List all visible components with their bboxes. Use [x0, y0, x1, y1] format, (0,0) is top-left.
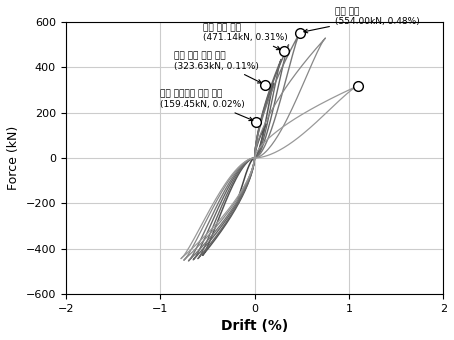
Text: 기둥 전면 균열 발생
(323.63kN, 0.11%): 기둥 전면 균열 발생 (323.63kN, 0.11%) — [174, 51, 262, 83]
Text: 복제 슬라이딩 균열 발생
(159.45kN, 0.02%): 복제 슬라이딩 균열 발생 (159.45kN, 0.02%) — [160, 90, 253, 121]
X-axis label: Drift (%): Drift (%) — [221, 319, 288, 333]
Text: 기둥 주근 항복
(471.14kN, 0.31%): 기둥 주근 항복 (471.14kN, 0.31%) — [202, 23, 287, 50]
Y-axis label: Force (kN): Force (kN) — [7, 126, 20, 190]
Text: 최대 내력
(554.00kN, 0.48%): 최대 내력 (554.00kN, 0.48%) — [304, 7, 419, 33]
